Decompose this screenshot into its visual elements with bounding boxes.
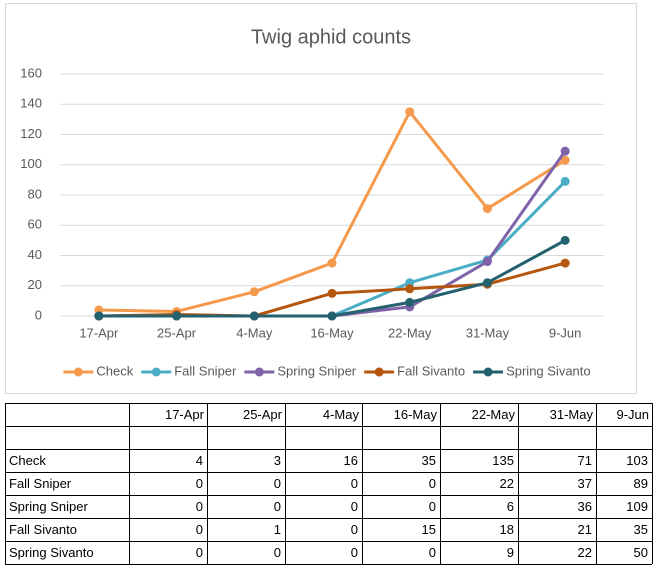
row-header: Check [9,453,46,468]
table-cell: 18 [500,522,514,537]
table-cell: 0 [196,476,203,491]
legend-item: Spring Sivanto [473,363,591,378]
table-cell: 36 [578,499,592,514]
y-tick-label: 160 [20,65,42,80]
table-cell: 22 [500,476,514,491]
x-tick-label: 9-Jun [549,325,582,340]
table-cell: 0 [429,545,436,560]
point [482,278,492,288]
table-cell: 4 [196,453,203,468]
legend-item: Fall Sivanto [364,363,465,378]
table-cell: 103 [626,453,648,468]
point [482,204,492,214]
table-cell: 9 [507,545,514,560]
row-header: Spring Sniper [9,499,88,514]
table-cell: 135 [492,453,514,468]
table-cell: 0 [351,545,358,560]
point [327,288,337,298]
point [327,311,337,321]
y-tick-label: 80 [28,186,42,201]
point [560,235,570,245]
legend-label: Check [96,363,133,378]
table-cell: 0 [351,476,358,491]
table-cell: 16 [344,453,358,468]
legend-marker [483,367,493,377]
point [560,155,570,165]
x-tick-label: 4-May [236,325,273,340]
column-header: 9-Jun [616,407,649,422]
point [249,311,259,321]
table-cell: 3 [274,453,281,468]
table-cell: 0 [274,545,281,560]
x-tick-label: 31-May [466,325,510,340]
column-header: 25-Apr [243,407,283,422]
table-cell: 0 [196,522,203,537]
table-cell: 0 [196,545,203,560]
legend-marker [73,367,83,377]
legend-marker [254,367,264,377]
y-tick-label: 0 [35,307,42,322]
column-header: 22-May [472,407,516,422]
x-tick-label: 22-May [388,325,432,340]
legend-item: Fall Sniper [141,363,237,378]
y-tick-label: 20 [28,277,42,292]
point [560,146,570,156]
point [94,311,104,321]
point [560,176,570,186]
table-cell: 35 [422,453,436,468]
row-header: Spring Sivanto [9,545,94,560]
point [249,287,259,297]
table-cell: 0 [274,499,281,514]
table-cell: 37 [578,476,592,491]
point [482,257,492,267]
table-cell: 0 [351,522,358,537]
legend-item: Check [63,363,134,378]
table-cell: 21 [578,522,592,537]
point [327,258,337,268]
column-header: 16-May [394,407,438,422]
legend-label: Fall Sivanto [397,363,465,378]
point [405,297,415,307]
table-cell: 0 [429,499,436,514]
y-tick-label: 140 [20,96,42,111]
table-cell: 0 [351,499,358,514]
y-tick-label: 60 [28,217,42,232]
data-table: 17-Apr 25-Apr 4-May 16-May 22-May 31-May 9-Jun… [5,403,653,565]
legend-marker [151,367,161,377]
table-cell: 89 [634,476,648,491]
point [560,258,570,268]
column-header: 31-May [550,407,594,422]
table-cell: 0 [196,499,203,514]
point [172,311,182,321]
legend-label: Spring Sniper [277,363,356,378]
table-cell: 109 [626,499,648,514]
table-cell: 50 [634,545,648,560]
chart-title: Twig aphid counts [251,26,411,48]
y-tick-label: 40 [28,247,42,262]
x-tick-label: 25-Apr [157,325,197,340]
row-header: Fall Sniper [9,476,72,491]
point [405,107,415,117]
legend-marker [374,367,384,377]
table-cell: 0 [429,476,436,491]
x-tick-label: 17-Apr [79,325,119,340]
table-cell: 15 [422,522,436,537]
legend-label: Spring Sivanto [506,363,591,378]
table-cell: 35 [634,522,648,537]
table-cell: 22 [578,545,592,560]
x-tick-label: 16-May [310,325,354,340]
y-tick-label: 100 [20,156,42,171]
column-header: 17-Apr [165,407,205,422]
legend-label: Fall Sniper [174,363,237,378]
table-cell: 6 [507,499,514,514]
table-cell: 71 [578,453,592,468]
table-cell: 0 [274,476,281,491]
legend-item: Spring Sniper [244,363,357,378]
column-header: 4-May [323,407,360,422]
y-tick-label: 120 [20,126,42,141]
point [405,284,415,294]
row-header: Fall Sivanto [9,522,77,537]
table-cell: 1 [274,522,281,537]
